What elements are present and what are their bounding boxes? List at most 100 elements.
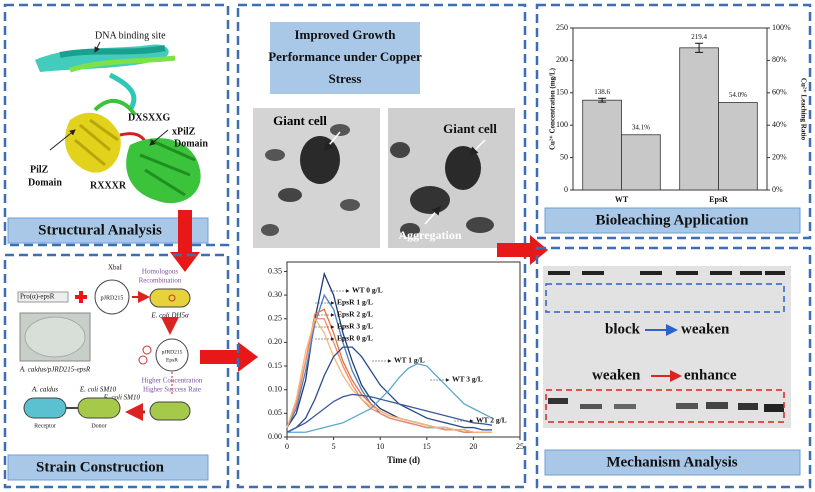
y2-axis-label: Cu²⁺ Leaching Ratio: [799, 78, 807, 141]
x-tick-label: 10: [376, 442, 384, 451]
label: E. coli DH5α: [150, 312, 189, 320]
legend-label: WT 2 g/L: [476, 416, 507, 425]
label: Donor: [91, 423, 106, 429]
x-tick-label: 15: [423, 442, 431, 451]
bar: [718, 102, 758, 191]
legend-label: WT 1 g/L: [394, 356, 425, 365]
footer-box: [7, 217, 209, 244]
panel-title: Bioleaching Application: [596, 212, 750, 228]
data-label: 219.4: [691, 33, 707, 41]
x-tick-label: 5: [332, 442, 336, 451]
y-tick-label: 250: [556, 23, 568, 32]
footer-box: [7, 454, 209, 481]
pointer: [324, 131, 341, 152]
data-label: 138.6: [594, 88, 610, 96]
legend-label: EpsR 2 g/L: [337, 310, 373, 319]
label: block: [605, 321, 641, 337]
y-tick-label: 0.15: [268, 361, 282, 370]
plasmid-dot: [168, 294, 176, 302]
data-label: 34.1%: [632, 123, 650, 131]
y-tick-label: 0.35: [268, 266, 282, 275]
flow-arrow: [170, 210, 200, 272]
y-tick-label: 200: [556, 55, 568, 64]
bar: [679, 47, 719, 191]
panel-border: [3, 253, 230, 489]
label: xPilZ: [172, 126, 196, 137]
plasmid: [155, 338, 189, 372]
cell: [149, 401, 191, 421]
panel-title: Strain Construction: [36, 459, 165, 475]
legend-label: WT 0 g/L: [352, 286, 383, 295]
y-tick-label: 50: [560, 152, 568, 161]
plus: [75, 291, 87, 303]
y-tick-label: 0.00: [268, 432, 282, 441]
title: Stress: [329, 71, 362, 86]
panel-border: [236, 3, 527, 489]
plasmid: [94, 279, 130, 315]
series-line: [286, 317, 493, 433]
flow-arrow: [497, 235, 548, 265]
label: A. caldus: [31, 386, 58, 394]
y-tick-label: 0: [564, 185, 568, 194]
y2-tick-label: 80%: [772, 55, 787, 64]
label: Domain: [174, 138, 208, 149]
pointer: [424, 205, 441, 225]
label: Giant cell: [273, 113, 327, 128]
title: Improved Growth: [295, 27, 397, 42]
plate: [24, 316, 86, 358]
pointer: [49, 129, 76, 151]
series-line: [286, 393, 493, 433]
label: Domain: [28, 177, 62, 188]
label: DXSXXG: [128, 112, 170, 123]
label: XbaI: [108, 264, 123, 272]
legend-label: EpsR 0 g/L: [337, 334, 373, 343]
gene-fragment: [17, 291, 69, 303]
bar: [621, 134, 661, 191]
series-line: [286, 318, 493, 433]
footer-box: [544, 449, 801, 476]
title: Performance under Copper: [268, 49, 422, 64]
x-tick-label: 25: [516, 442, 524, 451]
label: Recombination: [139, 277, 182, 285]
error-bar: [695, 42, 704, 53]
label: EpsR: [166, 357, 178, 363]
x-tick-label: EpsR: [709, 195, 728, 204]
footer-box: [544, 207, 801, 234]
flow-arrow: [200, 342, 258, 372]
legend-label: WT 3 g/L: [452, 375, 483, 384]
label: Aggregation: [398, 228, 461, 242]
x-tick-label: 20: [469, 442, 477, 451]
label: E. coli SM10: [79, 386, 117, 394]
y-tick-label: 100: [556, 120, 568, 129]
label: enhance: [684, 367, 737, 383]
x-tick-label: WT: [615, 195, 629, 204]
y2-tick-label: 40%: [772, 120, 787, 129]
label: weaken: [592, 367, 641, 383]
label: DNA binding site: [95, 30, 166, 41]
plasmid-dot: [142, 345, 152, 355]
y-tick-label: 0.10: [268, 385, 282, 394]
y-tick-label: 150: [556, 88, 568, 97]
x-tick-label: 0: [285, 442, 289, 451]
label: Receptor: [34, 423, 56, 429]
tem-image: [253, 108, 380, 248]
panel-border: [3, 3, 230, 247]
label: weaken: [681, 321, 730, 337]
label: Homologous: [142, 268, 178, 276]
panel-title: Mechanism Analysis: [606, 454, 737, 470]
highlight-box: [545, 389, 785, 423]
label: Pro(α)-epsR: [20, 293, 55, 301]
data-label: 54.0%: [729, 91, 747, 99]
label: RXXXR: [90, 180, 127, 191]
label: A. caldus/pJRD215-epsR: [19, 366, 91, 374]
panel-title: Structural Analysis: [38, 222, 162, 238]
legend-label: EpsR 1 g/L: [337, 298, 373, 307]
error-bar: [598, 97, 607, 103]
label: Giant cell: [443, 121, 497, 136]
label: PilZ: [30, 164, 49, 175]
cell: [23, 397, 67, 419]
y-tick-label: 0.05: [268, 408, 282, 417]
y-tick-label: 0.25: [268, 314, 282, 323]
y-tick-label: 0.20: [268, 337, 282, 346]
